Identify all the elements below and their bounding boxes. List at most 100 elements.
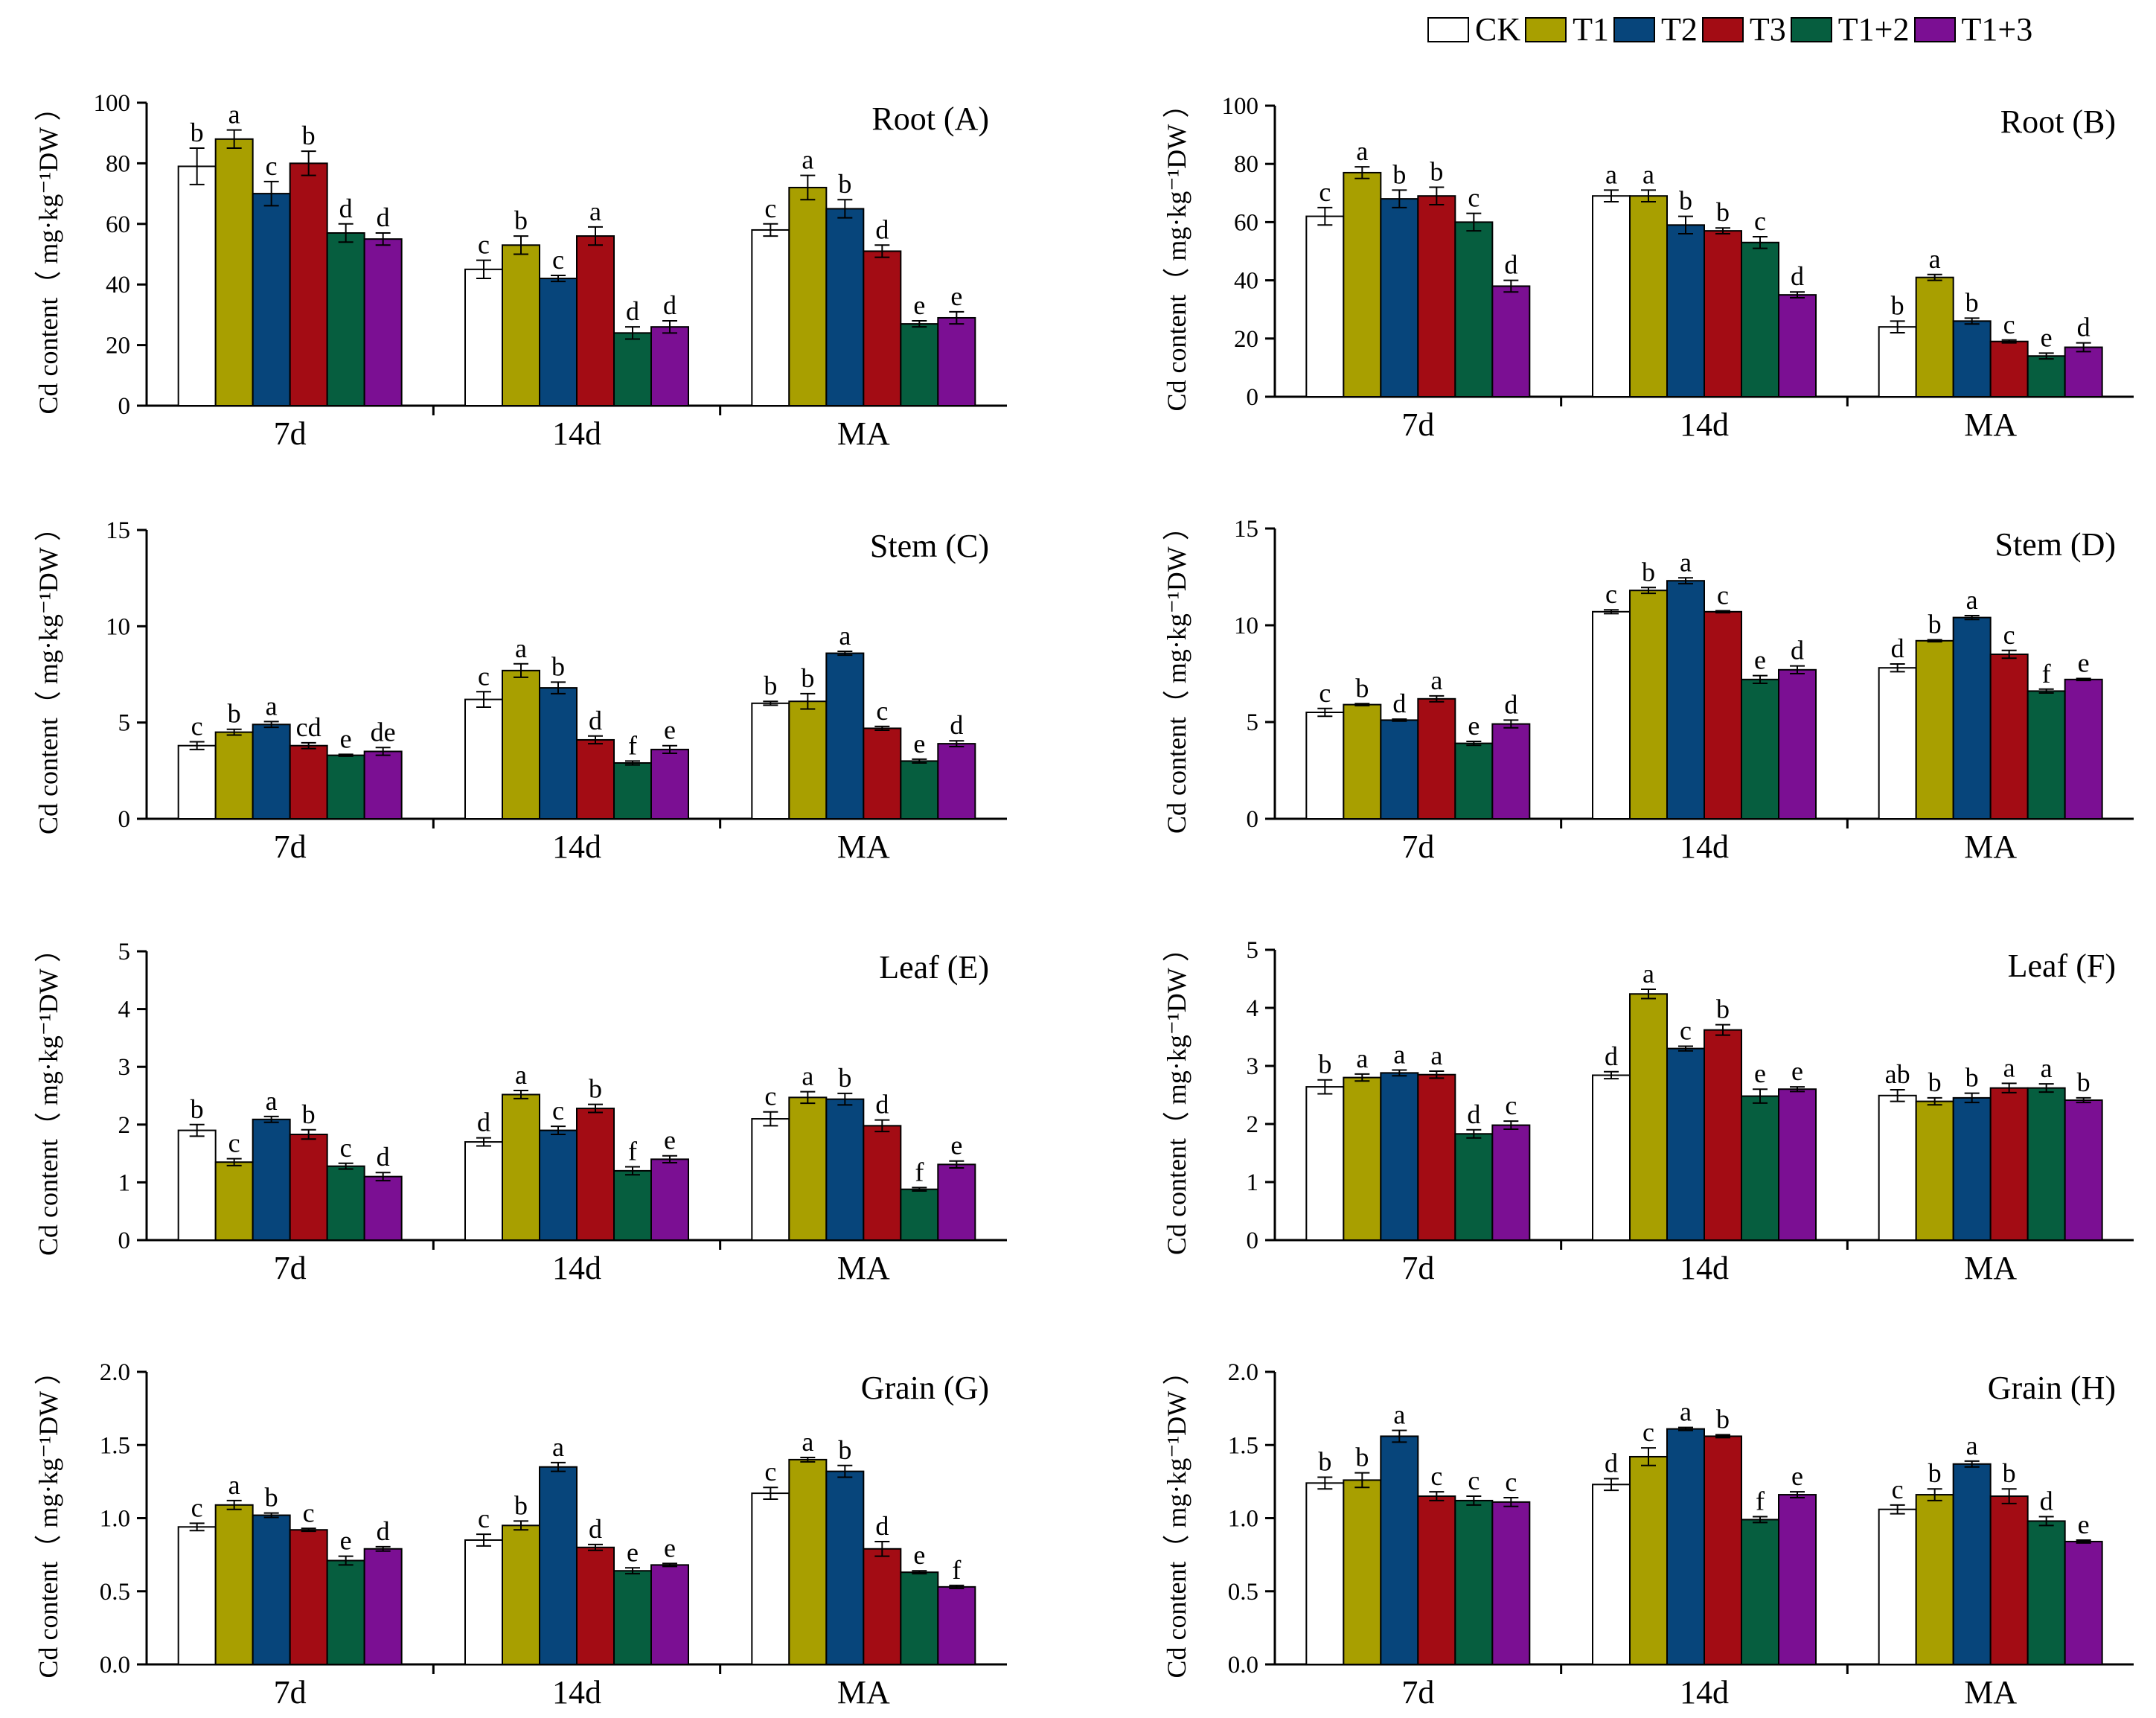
bar — [1305, 215, 1345, 397]
significance-letter: b — [514, 205, 528, 235]
significance-letter: b — [838, 1435, 851, 1465]
bar — [1380, 1435, 1419, 1665]
significance-letter: c — [266, 151, 278, 181]
significance-letter: c — [1605, 579, 1617, 609]
x-tick-label: 14d — [1680, 1674, 1729, 1711]
bar — [1592, 195, 1631, 397]
significance-letter: b — [302, 121, 316, 150]
significance-letter: c — [1319, 177, 1331, 207]
y-tick-label: 0 — [1247, 384, 1259, 411]
bar — [252, 724, 291, 820]
y-tick-label: 100 — [1222, 93, 1259, 120]
x-tick-label: 7d — [274, 828, 307, 865]
significance-letter: b — [1716, 197, 1730, 227]
bar — [1952, 1096, 1992, 1242]
significance-letter: d — [875, 1090, 889, 1120]
bar — [1343, 1076, 1382, 1241]
y-tick-label: 0 — [1247, 806, 1259, 833]
bar — [751, 702, 790, 820]
significance-letter: d — [1891, 633, 1904, 663]
bar — [751, 1118, 790, 1242]
y-tick-label: 40 — [106, 272, 130, 298]
significance-letter: c — [552, 245, 564, 275]
x-tick-label: MA — [837, 828, 890, 865]
bar — [539, 1466, 578, 1665]
bar — [1878, 667, 1917, 820]
bar — [613, 332, 652, 407]
significance-letter: cd — [296, 712, 322, 742]
y-tick-label: 80 — [106, 150, 130, 177]
bar — [1704, 1029, 1742, 1241]
bar — [613, 1570, 652, 1665]
legend-label: T1 — [1573, 11, 1610, 48]
bar — [214, 138, 254, 406]
bar — [1305, 1482, 1345, 1665]
chart-title: Root (B) — [2000, 103, 2116, 140]
bar — [1741, 1095, 1779, 1242]
bar — [650, 326, 689, 406]
chart-title: Stem (D) — [1995, 526, 2116, 563]
y-tick-label: 5 — [118, 710, 131, 737]
significance-letter: c — [1505, 1090, 1517, 1120]
bar — [1666, 580, 1705, 820]
bar — [1417, 697, 1456, 820]
significance-letter: a — [1393, 1400, 1405, 1430]
bar — [825, 652, 865, 820]
bar — [576, 1546, 615, 1666]
significance-letter: d — [1791, 636, 1804, 665]
y-axis-label: Cd content（ mg·kg⁻¹DW ） — [33, 936, 63, 1256]
significance-letter: d — [377, 1142, 390, 1172]
significance-letter: b — [191, 118, 204, 147]
significance-letter: c — [191, 712, 203, 741]
x-tick-label: MA — [837, 1250, 890, 1286]
legend: CK T1 T2 T3 T1+2 T1+3 — [1427, 13, 2037, 46]
y-tick-label: 5 — [118, 939, 131, 965]
y-tick-label: 60 — [106, 211, 130, 238]
bar — [539, 278, 578, 406]
significance-letter: b — [2003, 1458, 2016, 1488]
significance-letter: b — [801, 663, 814, 693]
y-tick-label: 2 — [1247, 1111, 1259, 1138]
significance-letter: c — [764, 1082, 776, 1111]
bar — [177, 165, 217, 406]
significance-letter: a — [515, 1060, 527, 1090]
significance-letter: c — [303, 1498, 315, 1527]
bar — [1952, 320, 1992, 397]
bar — [1778, 668, 1817, 820]
significance-letter: d — [377, 202, 390, 232]
significance-letter: b — [1392, 159, 1406, 189]
y-tick-label: 0 — [118, 393, 131, 420]
significance-letter: d — [1605, 1041, 1618, 1071]
y-axis-label: Cd content（ mg·kg⁻¹DW ） — [1162, 514, 1191, 834]
bar — [214, 731, 254, 820]
significance-letter: a — [1356, 136, 1368, 166]
significance-letter: d — [589, 706, 602, 735]
significance-letter: c — [1319, 678, 1331, 708]
bar — [464, 698, 503, 820]
bar — [825, 1470, 865, 1665]
x-tick-label: MA — [1964, 828, 2017, 865]
bar — [863, 1125, 902, 1242]
bar — [1629, 993, 1668, 1242]
bar — [326, 232, 365, 407]
bar — [1491, 723, 1531, 820]
bar — [1915, 639, 1954, 820]
legend-swatch — [1701, 17, 1744, 42]
bar — [1592, 610, 1631, 820]
bar — [1989, 654, 2029, 820]
y-tick-label: 2.0 — [100, 1359, 130, 1386]
significance-letter: a — [589, 197, 601, 226]
significance-letter: c — [340, 1133, 352, 1163]
significance-letter: b — [551, 651, 565, 681]
bar — [1778, 1494, 1817, 1666]
bar — [825, 1098, 865, 1241]
significance-letter: c — [764, 1457, 776, 1487]
significance-letter: b — [764, 671, 777, 700]
bar — [1305, 712, 1345, 820]
bar — [1343, 1479, 1382, 1666]
bar — [2027, 355, 2066, 398]
